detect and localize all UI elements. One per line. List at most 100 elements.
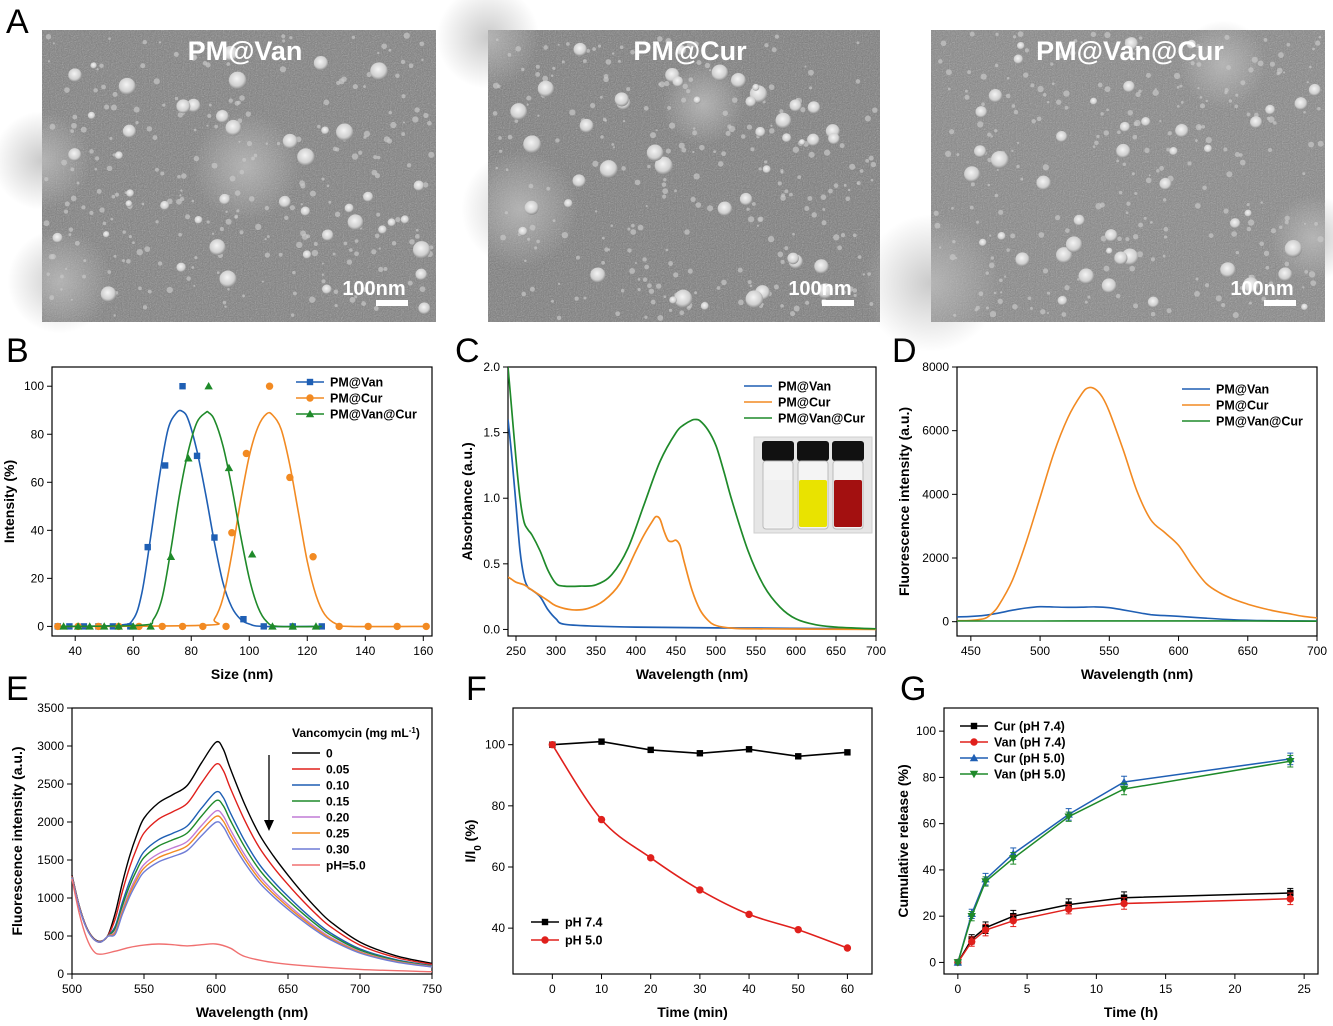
tem-particle-small <box>1042 268 1049 274</box>
tem-particle-small <box>940 40 947 47</box>
legend-label: PM@Van@Cur <box>330 408 417 422</box>
series-pm-van-cur <box>59 382 322 630</box>
data-point <box>204 382 213 390</box>
tem-particle-small <box>415 228 419 232</box>
tem-particle-small <box>750 147 755 152</box>
tem-particle-small <box>1126 201 1131 206</box>
tem-particle-small <box>135 121 139 125</box>
tem-particle-small <box>952 239 956 244</box>
y-tick-label: 2000 <box>37 815 64 829</box>
tem-particle-small <box>110 104 117 111</box>
tem-particle-small <box>556 315 562 321</box>
tem-particle-small <box>642 277 648 282</box>
data-point <box>1119 785 1129 794</box>
tem-particle-small <box>839 143 845 149</box>
chart-cumulative-release: 0 5 10 15 20 25 0 20 40 60 80 100 Time (h) Cumulative… <box>895 707 1319 1020</box>
x-tick-label: 20 <box>644 982 658 996</box>
tem-particle-small <box>865 158 870 163</box>
tem-particle-small <box>110 217 114 221</box>
panel-letter-e: E <box>6 670 29 708</box>
tem-particle-small <box>1003 275 1007 278</box>
tem-particle-small <box>1031 119 1036 124</box>
tem-particle <box>599 160 618 178</box>
tem-particle-small <box>1094 140 1099 146</box>
tem-particle-small <box>334 303 338 308</box>
tem-particle-small <box>229 175 236 182</box>
tem-particle-small <box>400 59 406 65</box>
tem-particle-small <box>969 205 974 210</box>
tem-particle-small <box>376 212 381 217</box>
tem-particle <box>1119 121 1130 132</box>
tem-particle-small <box>603 73 609 79</box>
y-tick-label: 0.0 <box>483 622 500 636</box>
tem-particle-small <box>296 241 303 249</box>
tem-particle-small <box>637 278 641 281</box>
legend-marker <box>541 936 549 944</box>
data-point <box>1009 855 1018 863</box>
x-tick-label: 500 <box>706 644 726 658</box>
tem-particle-small <box>1136 251 1144 258</box>
legend-label: 0.20 <box>326 811 350 825</box>
tem-particle-small <box>1284 220 1289 225</box>
tem-particle-small <box>111 194 116 199</box>
tem-particle-small <box>1024 48 1030 53</box>
tem-particle-small <box>692 41 699 48</box>
tem-particle-small <box>749 284 753 288</box>
tem-particle-small <box>126 259 131 264</box>
tem-scale-bar-2 <box>822 300 854 306</box>
tem-particle-small <box>852 233 857 238</box>
tem-particle-small <box>947 87 951 91</box>
tem-particle <box>125 200 133 207</box>
tem-particle-small <box>89 210 94 215</box>
tem-particle <box>752 83 760 91</box>
tem-particle-small <box>214 124 218 129</box>
tem-particle-small <box>264 237 267 241</box>
data-point <box>745 746 753 753</box>
plot-frame <box>512 707 873 975</box>
tem-particle-small <box>373 306 379 311</box>
tem-particle-small <box>998 209 1004 215</box>
tem-particle-small <box>383 266 388 271</box>
legend-entry-0: 0 <box>292 747 333 761</box>
legend-entry-ph-7-4: pH 7.4 <box>531 916 603 930</box>
tem-particle-small <box>1117 236 1122 242</box>
tem-particle-small <box>1050 62 1054 66</box>
tem-particle <box>745 290 764 308</box>
legend-entry-ph-5-0: pH 5.0 <box>531 934 603 948</box>
tem-particle-small <box>756 224 759 227</box>
legend-label: pH 5.0 <box>565 934 603 948</box>
tem-particle <box>700 302 709 311</box>
x-tick-label: 0 <box>955 982 962 996</box>
tem-particle-small <box>1257 60 1264 67</box>
tem-particle-small <box>191 199 195 203</box>
tem-particle-small <box>686 42 693 49</box>
tem-particle <box>817 283 834 299</box>
tem-particle-small <box>945 150 952 157</box>
tem-particle-small <box>989 234 992 237</box>
tem-particle-small <box>395 216 401 223</box>
tem-particle-small <box>82 274 86 279</box>
y-tick-label: 20 <box>923 909 937 923</box>
tem-particle-small <box>681 97 687 103</box>
data-point <box>161 462 169 469</box>
tem-particle-small <box>179 196 185 202</box>
tem-particle-small <box>386 138 393 144</box>
tem-particle-small <box>804 206 810 212</box>
tem-particle-small <box>1056 55 1061 60</box>
tem-particle <box>537 80 554 97</box>
tem-particle-small <box>1246 203 1250 207</box>
tem-particle-small <box>1224 90 1228 95</box>
tem-particle-small <box>1097 82 1103 88</box>
tem-particle-small <box>997 298 1003 305</box>
data-point <box>1120 899 1128 908</box>
tem-particle-small <box>70 129 74 133</box>
tem-haze <box>461 150 579 268</box>
tem-particle <box>739 192 753 206</box>
data-point <box>794 925 802 934</box>
legend-marker <box>305 409 315 418</box>
tem-particle-small <box>1315 40 1321 46</box>
tem-particle-small <box>323 99 330 106</box>
tem-particle-small <box>1179 84 1183 88</box>
tem-particle-small <box>990 256 995 260</box>
